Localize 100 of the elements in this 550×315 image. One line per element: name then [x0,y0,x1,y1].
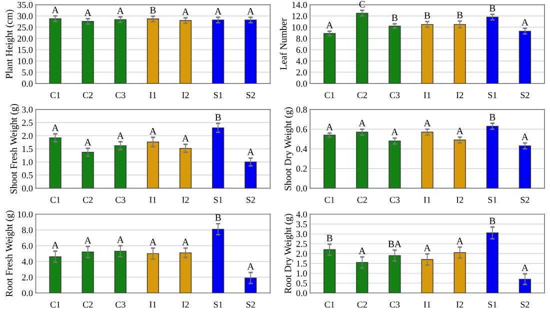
annotation: A [522,19,528,26]
bar [356,12,368,84]
bar [114,145,126,188]
x-tick-label: I2 [456,92,464,98]
y-tick-label: 0.0 [22,185,33,192]
x-tick-label: C1 [324,302,334,308]
y-tick-label: 2.5 [22,120,33,126]
bar [454,140,466,188]
x-tick-label: S2 [246,196,255,203]
bar [179,148,192,188]
y-tick-label: 1.0 [22,159,33,166]
y-tick-label: 15.0 [18,46,33,53]
x-tick-label: I2 [456,302,464,308]
y-tick-label: 6.0 [22,242,33,249]
y-tick-label: 1.5 [296,260,307,267]
y-tick-label: 1.5 [22,146,33,152]
y-axis-title: Shoot Dry Weight (g) [284,107,294,190]
bar [324,249,336,293]
annotation: A [150,128,156,134]
x-tick-label: C1 [50,92,60,98]
annotation: A [52,124,59,132]
annotation: A [150,238,156,246]
x-tick-label: C1 [50,302,60,308]
y-tick-label: 4.0 [22,258,33,265]
y-tick-label: 0.0 [22,80,33,87]
x-tick-label: S1 [214,92,222,98]
y-tick-label: 0.2 [296,166,307,172]
x-tick-label: C2 [357,92,367,98]
annotation: A [182,135,189,142]
bar [518,278,532,293]
y-tick-label: 8.0 [22,227,33,234]
annotation: B [215,214,221,221]
x-tick-label: I2 [456,196,464,203]
y-tick-label: 10.0 [292,24,307,30]
x-tick-label: C1 [324,92,334,98]
bar [179,252,192,293]
annotation: A [84,237,92,244]
bar [421,132,434,188]
y-axis-title: Plant Height (cm) [6,10,14,79]
x-tick-label: I1 [150,302,156,308]
y-tick-label: 14.0 [292,2,307,8]
x-tick-label: I1 [424,302,430,308]
x-tick-label: C2 [82,92,93,98]
x-tick-label: I2 [182,196,189,203]
x-tick-label: S1 [488,302,497,308]
bar [388,140,401,188]
y-tick-label: 6.0 [296,46,307,53]
x-tick-label: C2 [82,302,93,308]
annotation: B [489,5,496,12]
bar [421,24,434,84]
y-tick-label: 20.0 [18,36,33,42]
y-axis-title: Root Fresh Weight (g) [6,210,14,297]
x-tick-label: C3 [390,196,400,203]
bar [388,26,401,84]
annotation: A [326,124,334,130]
annotation: A [116,236,124,243]
y-tick-label: 0.0 [296,185,307,192]
bar [49,137,62,188]
annotation: A [456,238,464,244]
annotation: B [326,234,332,242]
bar [244,278,257,293]
bar [212,127,224,188]
annotation: BA [388,240,402,248]
y-tick-label: 2.0 [22,132,33,139]
annotation: A [116,132,124,139]
annotation: A [52,242,59,248]
x-tick-label: S2 [246,302,255,308]
x-tick-label: S2 [246,92,255,98]
y-tick-label: 0.0 [22,290,33,296]
bar [454,24,466,84]
y-tick-label: 4.0 [296,58,307,64]
annotation: A [214,8,222,14]
x-tick-label: S2 [520,92,530,98]
annotation: A [84,9,92,16]
y-tick-label: 3.5 [296,221,307,228]
bar [146,253,160,293]
y-tick-label: 10.0 [18,211,33,218]
y-tick-label: 25.0 [18,24,33,30]
bar [388,255,401,293]
x-tick-label: S1 [488,196,497,203]
y-tick-label: 0.6 [296,126,308,132]
annotation: A [522,134,528,140]
x-tick-label: C3 [390,92,400,98]
x-tick-label: S1 [488,92,497,98]
y-tick-label: 0.5 [296,280,307,286]
annotation: A [326,22,334,28]
y-tick-label: 2.5 [296,240,307,247]
bar [146,142,160,188]
bar [356,132,368,188]
annotation: A [247,263,254,270]
bar [486,126,498,188]
bar [486,232,498,293]
y-axis-title: Root Dry Weight (g) [284,214,294,294]
annotation: A [116,8,124,14]
x-tick-label: C3 [390,302,400,308]
x-tick-label: C3 [116,92,126,98]
annotation: A [247,8,254,14]
y-tick-label: 1.0 [296,270,307,277]
bar [324,33,336,84]
y-tick-label: 2.0 [22,274,33,280]
